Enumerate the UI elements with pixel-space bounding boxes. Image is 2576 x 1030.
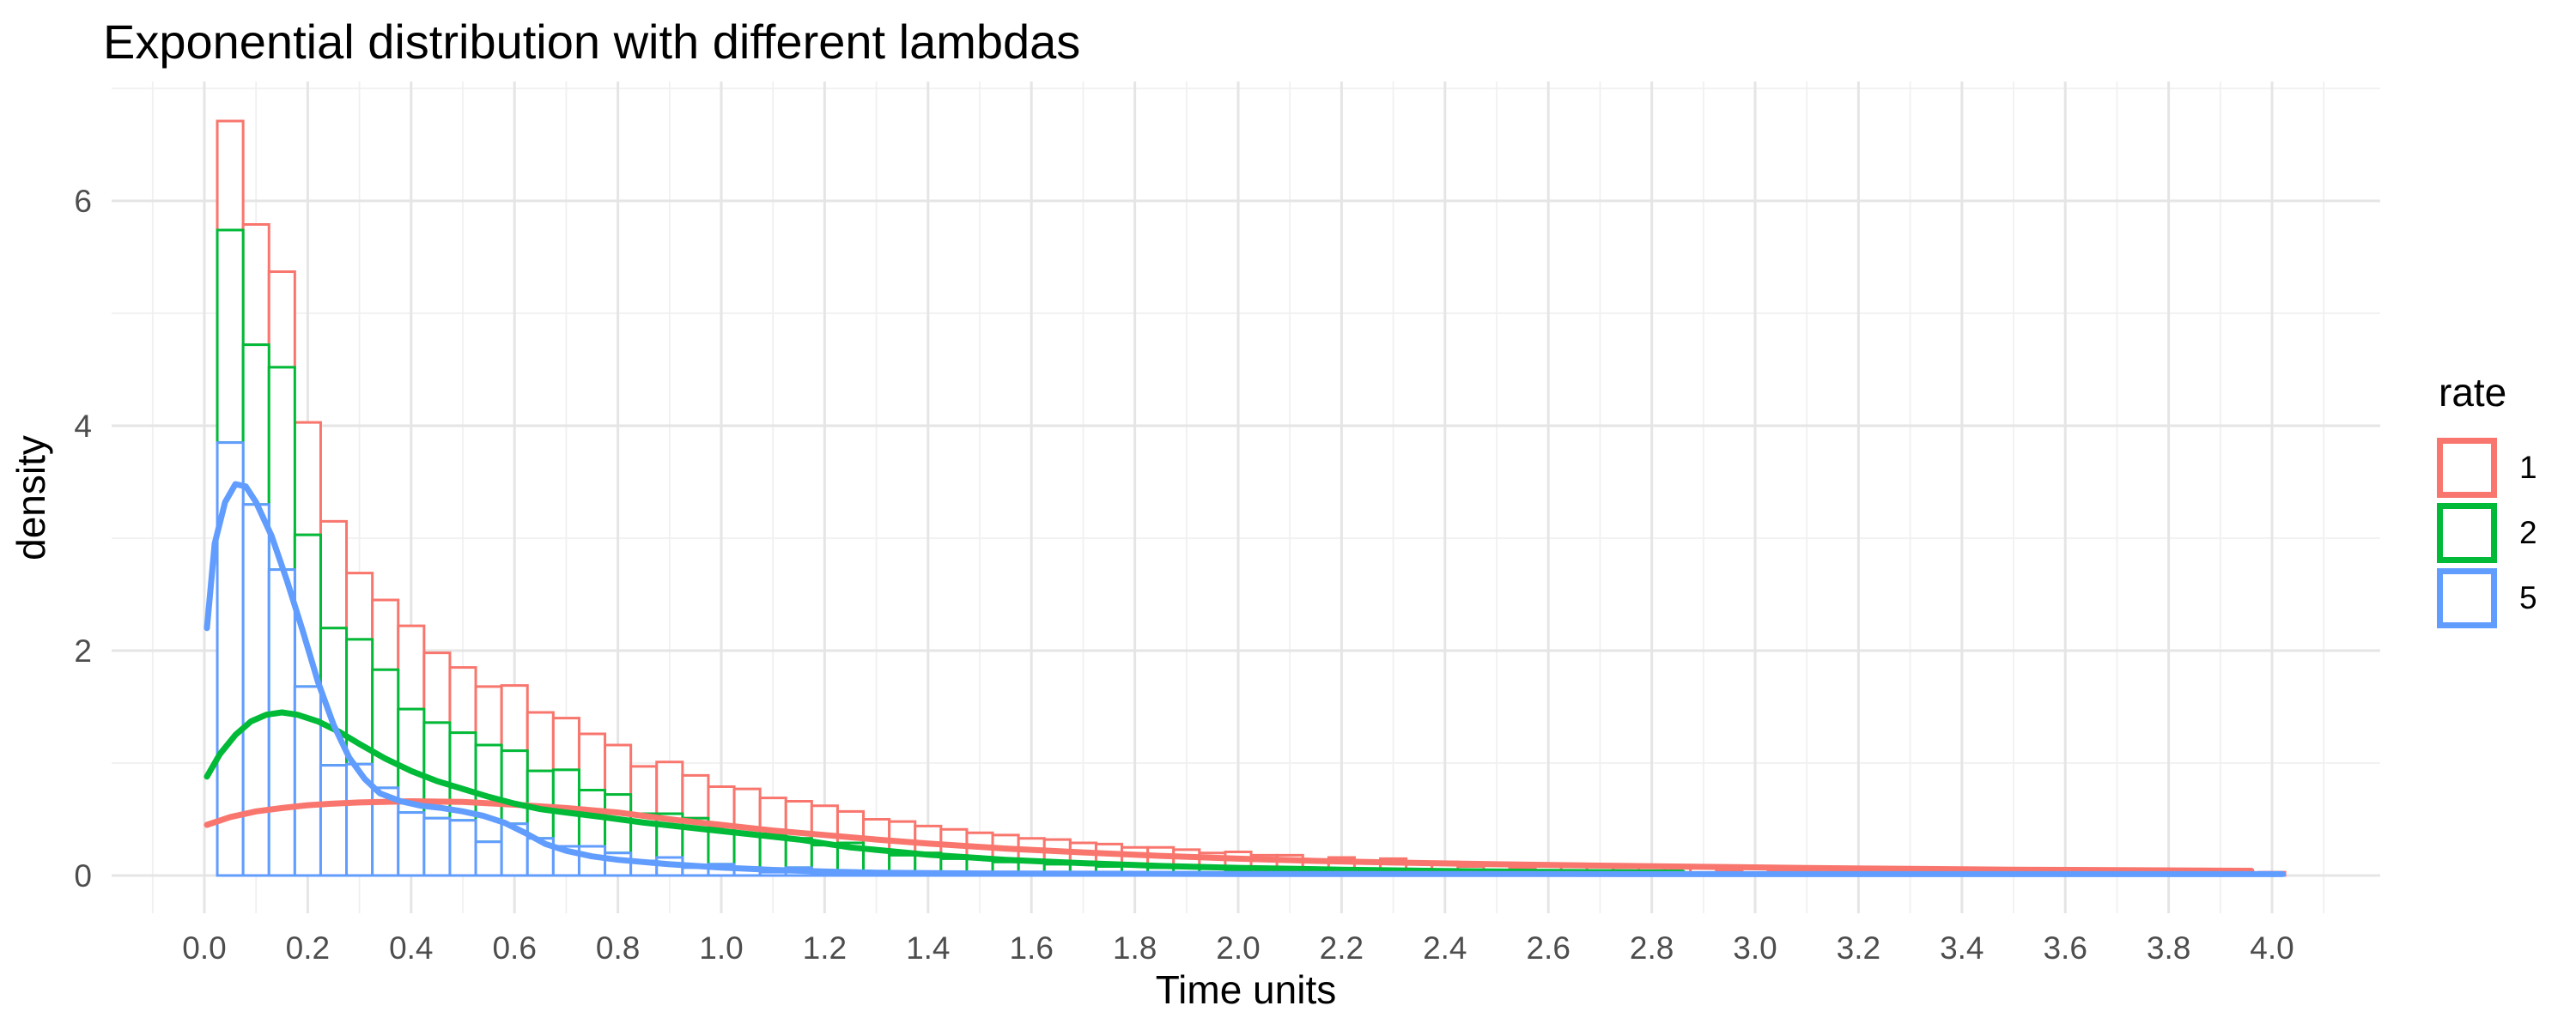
- histogram-bar-segment-rate-2-bin-16: [604, 793, 633, 855]
- histogram-bar-segment-rate-2-bin-12: [500, 749, 529, 826]
- y-axis-title: density: [9, 435, 53, 560]
- x-axis-tick-label: 0.4: [389, 930, 433, 966]
- histogram-bar-segment-rate-5-bin-10: [448, 819, 477, 877]
- histogram-bar-segment-rate-1-bin-26: [862, 818, 891, 851]
- histogram-bar-segment-rate-1-bin-18: [655, 760, 684, 815]
- legend-item-label: 2: [2519, 515, 2537, 550]
- density-curve-rate-5: [204, 481, 2286, 877]
- histogram-bar-segment-rate-1-bin-2: [241, 223, 270, 347]
- legend-item-rate-5: 5: [2437, 568, 2537, 628]
- histogram-bar-segment-rate-1-bin-4: [293, 421, 322, 536]
- x-axis-tick-label: 2.0: [1216, 930, 1260, 966]
- histogram-bar-segment-rate-1-bin-13: [526, 711, 555, 772]
- histogram-bar-segment-rate-1-bin-11: [474, 685, 503, 747]
- x-axis-tick-label: 3.6: [2043, 930, 2087, 966]
- histogram-bar-segment-rate-5-bin-8: [397, 811, 426, 877]
- histogram-bar-segment-rate-1-bin-3: [267, 270, 296, 369]
- histogram-bar-segment-rate-1-bin-17: [629, 765, 659, 815]
- legend-item-rate-2: 2: [2437, 503, 2537, 563]
- legend-item-label: 1: [2519, 450, 2537, 485]
- x-axis-tick-label: 0.6: [492, 930, 536, 966]
- legend: rate 1 2 5: [2437, 369, 2537, 633]
- histogram-bar-segment-rate-1-bin-15: [577, 732, 607, 791]
- histogram-bar-segment-rate-2-bin-21: [732, 833, 762, 869]
- histogram-bar-segment-rate-1-bin-19: [681, 773, 710, 820]
- x-axis-tick-label: 2.2: [1320, 930, 1364, 966]
- histogram-bar-segment-rate-1-bin-5: [319, 519, 349, 630]
- y-axis-tick-label: 6: [74, 184, 92, 219]
- histogram-bar-segment-rate-5-bin-2: [241, 503, 270, 877]
- histogram-bar-segment-rate-1-bin-8: [397, 624, 426, 711]
- histogram-bar-segment-rate-5-bin-3: [267, 568, 296, 877]
- density-curve-rate-2: [204, 709, 1686, 876]
- histogram-bar-segment-rate-2-bin-1: [216, 228, 245, 445]
- legend-key-rate-2-swatch-icon: [2437, 503, 2497, 563]
- histogram-bar-segment-rate-2-bin-2: [241, 343, 270, 506]
- histogram-bar-segment-rate-1-bin-10: [448, 666, 477, 735]
- legend-item-label: 5: [2519, 580, 2537, 615]
- legend-title: rate: [2439, 370, 2507, 415]
- x-axis-tick-label: 1.4: [906, 930, 950, 966]
- histogram-bar-segment-rate-2-bin-8: [397, 707, 426, 815]
- y-axis-tick-label: 4: [74, 409, 92, 444]
- legend-key-rate-1-swatch-icon: [2437, 438, 2497, 498]
- x-axis-title: Time units: [1155, 967, 1337, 1012]
- x-axis-tick-label: 0.0: [182, 930, 226, 966]
- legend-key-rate-5-swatch-icon: [2437, 568, 2497, 628]
- x-axis-tick-label: 1.8: [1113, 930, 1157, 966]
- x-axis-tick-label: 0.8: [596, 930, 640, 966]
- x-axis-tick-label: 3.2: [1837, 930, 1880, 966]
- chart-title: Exponential distribution with different …: [103, 15, 1081, 69]
- x-axis-tick-label: 1.0: [699, 930, 743, 966]
- y-axis-tick-label: 0: [74, 858, 92, 894]
- histogram-bar-segment-rate-1-bin-28: [914, 824, 943, 855]
- histogram-bar-segment-rate-1-bin-6: [345, 572, 374, 641]
- x-axis-tick-label: 2.6: [1526, 930, 1570, 966]
- histogram-bar-segment-rate-1-bin-14: [551, 717, 580, 772]
- histogram-bar-segment-rate-2-bin-7: [371, 668, 400, 790]
- x-axis-tick-label: 4.0: [2250, 930, 2293, 966]
- histogram-bar-segment-rate-2-bin-24: [810, 844, 839, 874]
- x-axis-tick-label: 2.4: [1423, 930, 1467, 966]
- x-axis-tick-label: 3.0: [1733, 930, 1777, 966]
- histogram-bar-segment-rate-5-bin-11: [474, 840, 503, 877]
- histogram-bar-segment-rate-1-bin-12: [500, 684, 529, 753]
- legend-item-rate-1: 1: [2437, 438, 2537, 498]
- x-axis-tick-label: 3.4: [1940, 930, 1984, 966]
- histogram-bar-segment-rate-1-bin-9: [422, 651, 452, 724]
- histogram-bar-segment-rate-1-bin-1: [216, 119, 245, 232]
- histogram-bar-segment-rate-5-bin-5: [319, 764, 349, 877]
- density-curve-rate-1: [204, 798, 2255, 874]
- x-axis-tick-label: 1.2: [803, 930, 847, 966]
- histogram-bar-segment-rate-1-bin-16: [604, 743, 633, 797]
- y-axis-tick-label: 2: [74, 633, 92, 669]
- histogram-bar-segment-rate-5-bin-15: [577, 845, 607, 877]
- x-axis-tick-label: 2.8: [1630, 930, 1674, 966]
- x-axis-tick-label: 0.2: [286, 930, 330, 966]
- x-axis-tick-label: 1.6: [1009, 930, 1053, 966]
- histogram-bar-segment-rate-1-bin-7: [371, 598, 400, 671]
- x-axis-tick-label: 3.8: [2147, 930, 2190, 966]
- histogram-bar-segment-rate-5-bin-9: [422, 816, 452, 877]
